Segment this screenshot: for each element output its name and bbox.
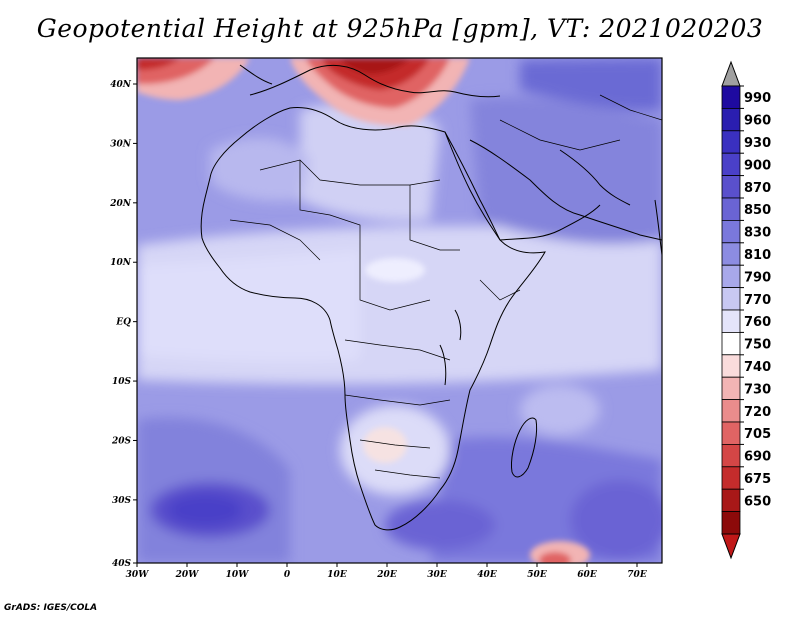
colorbar-label: 705 [744,427,771,442]
x-tick-label: 50E [527,570,547,580]
coastlines [200,64,662,531]
x-axis: 30W 20W 10W 0 10E 20E 30E 40E 50E 60E 70E [126,563,647,580]
y-axis: 40N 30N 20N 10N EQ 10S 20S 30S 40S [109,80,137,569]
x-tick-label: 30E [427,570,447,580]
colorbar-label: 990 [744,91,771,106]
y-tick-label: 10N [110,258,132,268]
colorbar-label: 730 [744,382,771,397]
colorbar-swatch [721,85,741,109]
plot-frame [136,57,663,564]
y-tick-label: 20N [109,199,132,209]
colorbar-swatch [721,354,741,378]
colorbar-swatch [721,197,741,221]
colorbar-swatch [721,287,741,311]
colorbar-top-arrow [721,60,741,87]
colorbar-swatch [721,443,741,468]
colorbar-swatch [721,175,741,199]
y-tick-label: 30S [112,496,132,506]
y-tick-label: 30N [110,139,132,149]
map-title: Geopotential Height at 925hPa [gpm], VT:… [36,14,764,43]
x-tick-label: 10W [226,570,250,580]
y-tick-label: 10S [112,377,132,387]
colorbar-swatch [721,242,741,266]
x-tick-label: 20E [376,570,397,580]
colorbar-label: 750 [744,338,771,353]
colorbar-swatch [721,130,741,154]
colorbar-label: 760 [744,315,771,330]
colorbar-label: 720 [744,405,771,420]
colorbar: 990 960 930 900 870 850 830 810 790 770 760 750 740 7… [721,60,771,560]
country-borders [229,94,662,479]
colorbar-swatch [721,399,741,423]
colorbar-swatch [721,108,741,132]
colorbar-label: 810 [744,248,771,263]
x-tick-label: 60E [577,570,597,580]
colorbar-label: 675 [744,472,771,487]
x-tick-label: 30W [126,570,150,580]
x-tick-label: 10E [327,570,347,580]
colorbar-swatch [721,421,741,445]
credit-text: GrADS: IGES/COLA [4,603,98,613]
colorbar-label: 960 [744,114,771,129]
colorbar-label: 870 [744,181,771,196]
colorbar-swatch [721,466,741,490]
x-tick-label: 0 [284,570,291,580]
y-tick-label: 40S [112,559,132,569]
colorbar-label: 770 [744,293,771,308]
colorbar-label: 830 [744,226,771,241]
colorbar-label: 900 [744,158,771,173]
colorbar-label: 790 [744,270,771,285]
colorbar-label: 650 [744,494,771,509]
colorbar-bottom-arrow [721,533,741,560]
colorbar-label: 930 [744,136,771,151]
colorbar-swatch [721,376,741,401]
colorbar-swatch [721,219,741,244]
colorbar-swatch [721,488,741,513]
x-tick-label: 20W [175,570,200,580]
y-tick-label: 20S [111,436,132,446]
x-tick-label: 70E [627,570,647,580]
colorbar-swatch [721,331,741,356]
colorbar-label: 850 [744,203,771,218]
height-field [137,58,662,563]
colorbar-swatch [721,264,741,289]
colorbar-swatch [721,152,741,176]
y-tick-label: 40N [110,80,132,90]
y-tick-label: EQ [115,318,131,328]
x-tick-label: 40E [477,570,497,580]
colorbar-label: 690 [744,450,771,465]
colorbar-swatch [721,309,741,333]
colorbar-swatch [721,511,741,535]
colorbar-label: 740 [744,360,771,375]
